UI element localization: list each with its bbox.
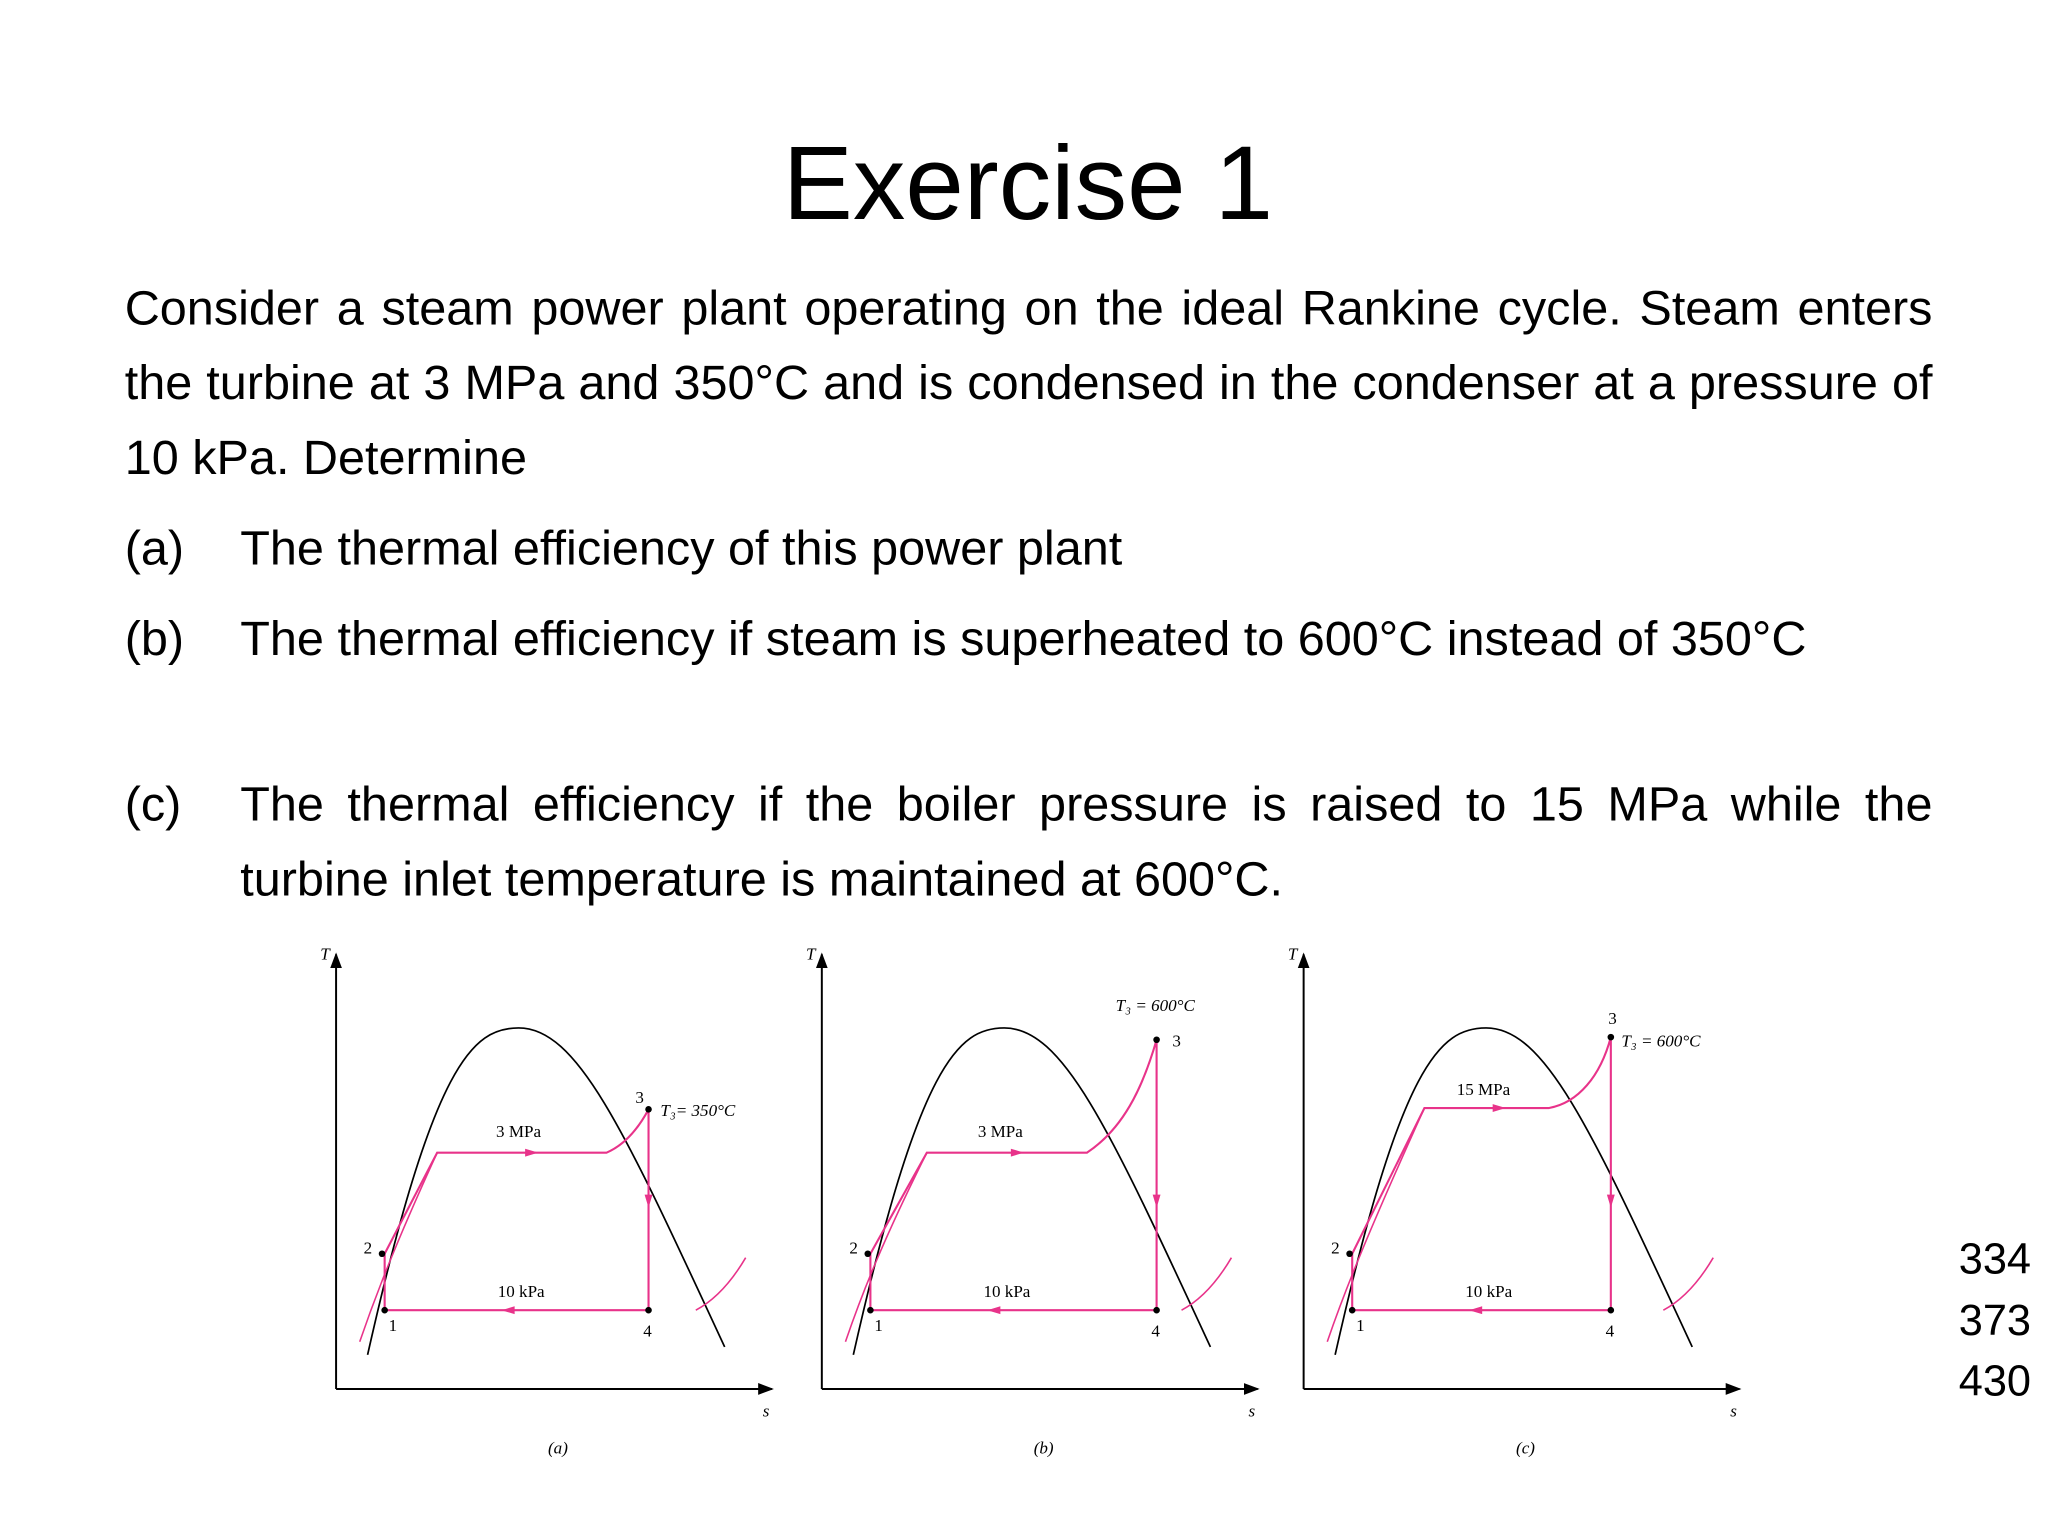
x-axis-label: s — [763, 1402, 770, 1421]
state-label: 2 — [364, 1239, 373, 1258]
pressure-label: 3 MPa — [496, 1122, 541, 1141]
state-point — [867, 1306, 874, 1314]
state-point — [1153, 1306, 1160, 1314]
item: (c) The thermal efficiency if the boiler … — [125, 767, 1933, 917]
vapor-line — [1181, 1257, 1233, 1311]
state-label: 1 — [1356, 1316, 1365, 1335]
state-label: 1 — [874, 1316, 883, 1335]
caption: (a) — [548, 1438, 568, 1457]
cycle-path — [869, 1039, 1158, 1312]
caption: (b) — [1034, 1438, 1054, 1457]
saturation-dome — [1334, 1027, 1693, 1356]
state-label: 1 — [389, 1316, 398, 1335]
pressure-label: 15 MPa — [1457, 1080, 1511, 1099]
y-axis-label: T — [806, 945, 817, 964]
saturation-dome — [366, 1027, 726, 1356]
vapor-line — [1662, 1257, 1714, 1311]
state-label: 3 — [1608, 1009, 1617, 1028]
liquid-line — [358, 1152, 438, 1342]
state-point — [645, 1306, 652, 1314]
item-label: (a) — [124, 521, 185, 576]
intro: Consider a steam power plant operating o… — [124, 280, 1933, 485]
state-point — [645, 1106, 652, 1113]
pressure-label: 10 kPa — [1465, 1282, 1512, 1301]
item-text: The thermal efficiency if steam is super… — [240, 611, 1807, 666]
title: Exercise 1 — [782, 124, 1274, 242]
vapor-line — [695, 1257, 747, 1311]
y-axis-label: T — [1288, 945, 1299, 964]
cycle-path — [1351, 1036, 1612, 1312]
item-label: (c) — [124, 777, 182, 832]
state-point — [381, 1306, 388, 1314]
state-point — [1607, 1033, 1615, 1041]
caption: (c) — [1516, 1438, 1535, 1457]
temperature-label: T₃ = 600°C — [1621, 1031, 1701, 1050]
state-label: 2 — [1331, 1239, 1340, 1258]
state-point — [864, 1250, 872, 1258]
state-point — [1153, 1036, 1160, 1044]
state-point — [1348, 1306, 1356, 1314]
state-label: 3 — [635, 1088, 644, 1107]
state-label: 2 — [849, 1239, 858, 1258]
state-point — [1346, 1250, 1353, 1258]
item-text: The thermal efficiency of this power pla… — [240, 521, 1123, 576]
item-label: (b) — [124, 611, 185, 666]
state-label: 3 — [1172, 1031, 1181, 1050]
state-label: 4 — [1606, 1321, 1615, 1340]
state-point — [1607, 1306, 1615, 1314]
pressure-label: 10 kPa — [498, 1282, 545, 1301]
item: (a) The thermal efficiency of this power … — [125, 511, 1933, 586]
x-axis-label: s — [1248, 1402, 1255, 1421]
temperature-label: T₃ = 600°C — [1116, 996, 1196, 1015]
state-label: 4 — [1151, 1321, 1160, 1340]
item: (b) The thermal efficiency if steam is su… — [125, 601, 1933, 676]
side-number: 334 — [1958, 1234, 2032, 1283]
pressure-label: 3 MPa — [978, 1122, 1023, 1141]
state-label: 4 — [643, 1321, 652, 1340]
liquid-line — [1326, 1107, 1426, 1342]
x-axis-label: s — [1730, 1402, 1737, 1421]
liquid-line — [844, 1152, 928, 1342]
state-point — [378, 1250, 386, 1258]
side-number: 373 — [1958, 1295, 2032, 1345]
pressure-label: 10 kPa — [983, 1282, 1030, 1301]
temperature-label: T₃= 350°C — [660, 1101, 736, 1120]
y-axis-label: T — [320, 945, 331, 964]
item-text: The thermal efficiency if the boiler pre… — [240, 777, 1933, 906]
side-number: 430 — [1958, 1356, 2032, 1405]
saturation-dome — [852, 1027, 1212, 1356]
